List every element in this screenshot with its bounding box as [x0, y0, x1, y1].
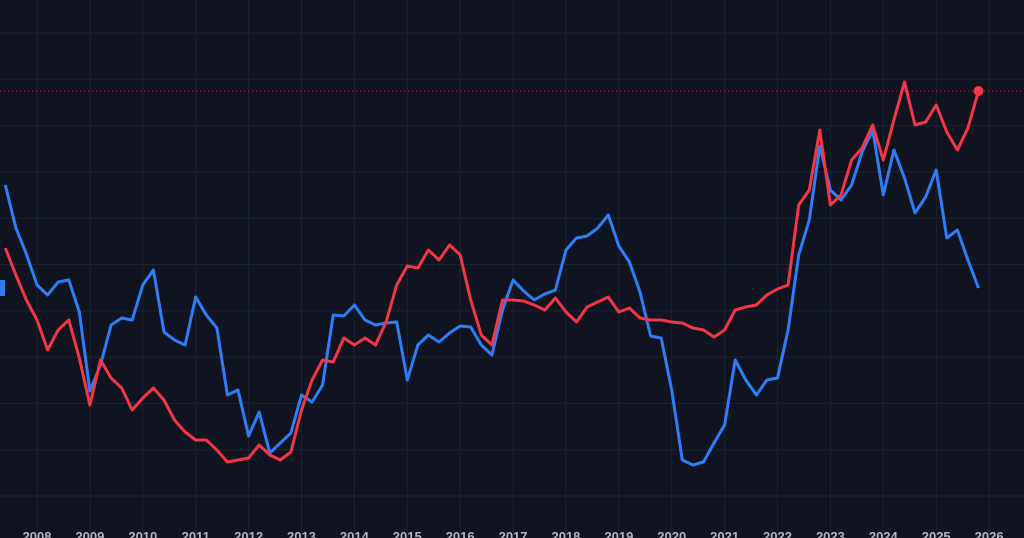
x-tick-label: 2013	[287, 529, 316, 538]
x-tick-label: 2024	[869, 529, 899, 538]
x-tick-label: 2016	[446, 529, 475, 538]
x-tick-label: 2018	[551, 529, 580, 538]
x-tick-label: 2019	[604, 529, 633, 538]
last-value-marker	[0, 280, 5, 296]
x-tick-label: 2017	[499, 529, 528, 538]
x-tick-label: 2010	[128, 529, 157, 538]
x-tick-label: 2009	[75, 529, 104, 538]
x-tick-label: 2014	[340, 529, 370, 538]
series-line	[3, 128, 980, 467]
series-line	[3, 80, 980, 464]
x-tick-label: 2020	[657, 529, 686, 538]
last-value-dot	[973, 86, 984, 96]
x-tick-label: 2008	[23, 529, 52, 538]
x-tick-label: 2012	[234, 529, 263, 538]
x-tick-label: 2023	[816, 529, 845, 538]
x-tick-label: 2015	[393, 529, 422, 538]
x-tick-label: 2026	[975, 529, 1004, 538]
x-tick-label: 2022	[763, 529, 792, 538]
x-tick-label: 2021	[710, 529, 739, 538]
x-tick-label: 2011	[182, 529, 210, 538]
x-tick-label: 2025	[922, 529, 951, 538]
